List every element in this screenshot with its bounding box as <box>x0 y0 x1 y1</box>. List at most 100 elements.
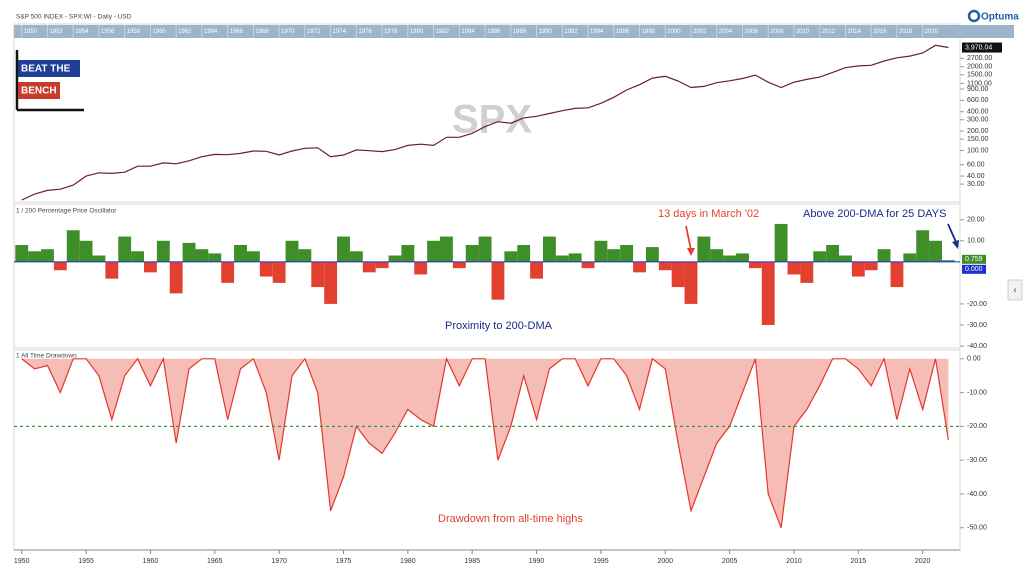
reference-value-box <box>962 264 986 274</box>
annotation-arrows <box>685 223 959 256</box>
logo-box <box>18 82 60 99</box>
oscillator-bar <box>607 249 621 262</box>
oscillator-bar <box>787 261 801 275</box>
last-value-box <box>962 42 1002 53</box>
x-tick-label: 1970 <box>271 558 287 565</box>
oscillator-bar <box>941 260 955 262</box>
oscillator-bar <box>478 236 492 262</box>
x-tick-label: 1994 <box>590 29 604 35</box>
x-tick-label: 1964 <box>204 29 218 35</box>
y-tick-label: 600.00 <box>967 97 989 104</box>
side-toggle-icon[interactable]: ‹ <box>1014 284 1017 294</box>
x-tick-label: 2008 <box>770 29 784 35</box>
oscillator-bar <box>66 230 80 262</box>
oscillator-panel-frame <box>13 203 961 349</box>
oscillator-bar <box>710 249 724 262</box>
y-tick-label: 10.00 <box>967 238 985 245</box>
oscillator-bar <box>761 261 775 325</box>
oscillator-bar <box>53 261 67 271</box>
x-tick-label: 1998 <box>642 29 656 35</box>
x-tick-label: 1996 <box>616 29 630 35</box>
annotation-arrowhead <box>952 240 959 249</box>
value-label-box <box>962 254 986 264</box>
oscillator-bar <box>131 251 144 262</box>
x-tick-label: 2020 <box>925 29 939 35</box>
x-tick-label: 1974 <box>333 29 347 35</box>
x-tick-label: 2015 <box>851 558 867 565</box>
oscillator-bar <box>234 244 247 262</box>
y-tick-label: 1100.00 <box>967 80 992 87</box>
x-tick-label: 2018 <box>899 29 913 35</box>
x-tick-label: 1962 <box>178 29 192 35</box>
y-tick-label: -30.00 <box>967 322 987 329</box>
oscillator-bar <box>375 261 389 269</box>
price-line <box>21 44 949 201</box>
vendor-name: Optuma <box>981 12 1019 23</box>
x-tick-label: 1978 <box>384 29 398 35</box>
x-tick-label: 1956 <box>101 29 115 35</box>
logo-box <box>18 60 80 77</box>
oscillator-bar <box>504 251 518 262</box>
y-tick-label: -30.00 <box>967 457 987 464</box>
oscillator-bar <box>530 261 543 279</box>
x-tick-label: 1960 <box>143 558 159 565</box>
annotation-arrow <box>685 225 692 251</box>
logo-text: BENCH <box>21 86 57 97</box>
drawdown-title: 1 All Time Drawdown <box>16 353 77 360</box>
oscillator-bar <box>337 236 350 262</box>
y-tick-label: -40.00 <box>967 491 987 498</box>
oscillator-bar <box>143 261 157 273</box>
oscillator-bar <box>581 261 595 269</box>
x-tick-label: 1972 <box>307 29 321 35</box>
oscillator-bar <box>440 236 453 262</box>
oscillator-bar <box>349 251 363 262</box>
x-tick-label: 2000 <box>657 558 673 565</box>
oscillator-bar <box>748 261 762 269</box>
oscillator-bar <box>929 240 942 262</box>
y-tick-label: -40.00 <box>967 343 987 350</box>
last-value-label: 3,970.04 <box>965 44 992 51</box>
oscillator-bar <box>169 261 183 294</box>
oscillator-bar <box>79 240 93 262</box>
y-tick-label: -50.00 <box>967 525 987 532</box>
x-tick-label: 1952 <box>49 29 63 35</box>
oscillator-bar <box>774 223 788 262</box>
x-tick-label: 1958 <box>127 29 141 35</box>
oscillator-bar <box>465 244 479 262</box>
oscillator-bar <box>839 255 852 262</box>
x-tick-label: 1988 <box>513 29 527 35</box>
oscillator-bar <box>620 244 634 262</box>
oscillator-bar <box>182 242 196 262</box>
oscillator-bar <box>285 240 299 262</box>
oscillator-bar <box>195 249 209 262</box>
x-tick-label: 1986 <box>487 29 501 35</box>
y-tick-label: -10.00 <box>967 389 987 396</box>
x-tick-label: 1950 <box>24 29 38 35</box>
y-tick-label: 20.00 <box>967 217 985 224</box>
x-tick-label: 1950 <box>14 558 30 565</box>
oscillator-bar <box>311 261 325 288</box>
oscillator-bar <box>864 261 878 271</box>
logo-text: BEAT THE <box>21 64 71 75</box>
x-tick-label: 1965 <box>207 558 223 565</box>
oscillator-bar <box>41 249 54 262</box>
x-tick-label: 2014 <box>847 29 861 35</box>
x-tick-label: 1975 <box>336 558 352 565</box>
x-tick-label: 1985 <box>464 558 480 565</box>
y-tick-label: 2000.00 <box>967 64 992 71</box>
oscillator-bar <box>259 261 273 277</box>
side-toggle[interactable] <box>1007 279 1023 301</box>
x-tick-label: 2012 <box>822 29 836 35</box>
x-tick-label: 1960 <box>152 29 166 35</box>
oscillator-bar <box>813 251 827 262</box>
oscillator-bar <box>208 253 222 262</box>
y-tick-label: 0.00 <box>967 356 981 363</box>
y-tick-label: 400.00 <box>967 109 989 116</box>
x-tick-label: 2010 <box>786 558 802 565</box>
x-tick-label: 1990 <box>539 29 553 35</box>
x-tick-label: 1968 <box>255 29 269 35</box>
oscillator-bar <box>555 255 569 262</box>
x-tick-label: 2002 <box>693 29 707 35</box>
x-tick-label: 1954 <box>75 29 89 35</box>
